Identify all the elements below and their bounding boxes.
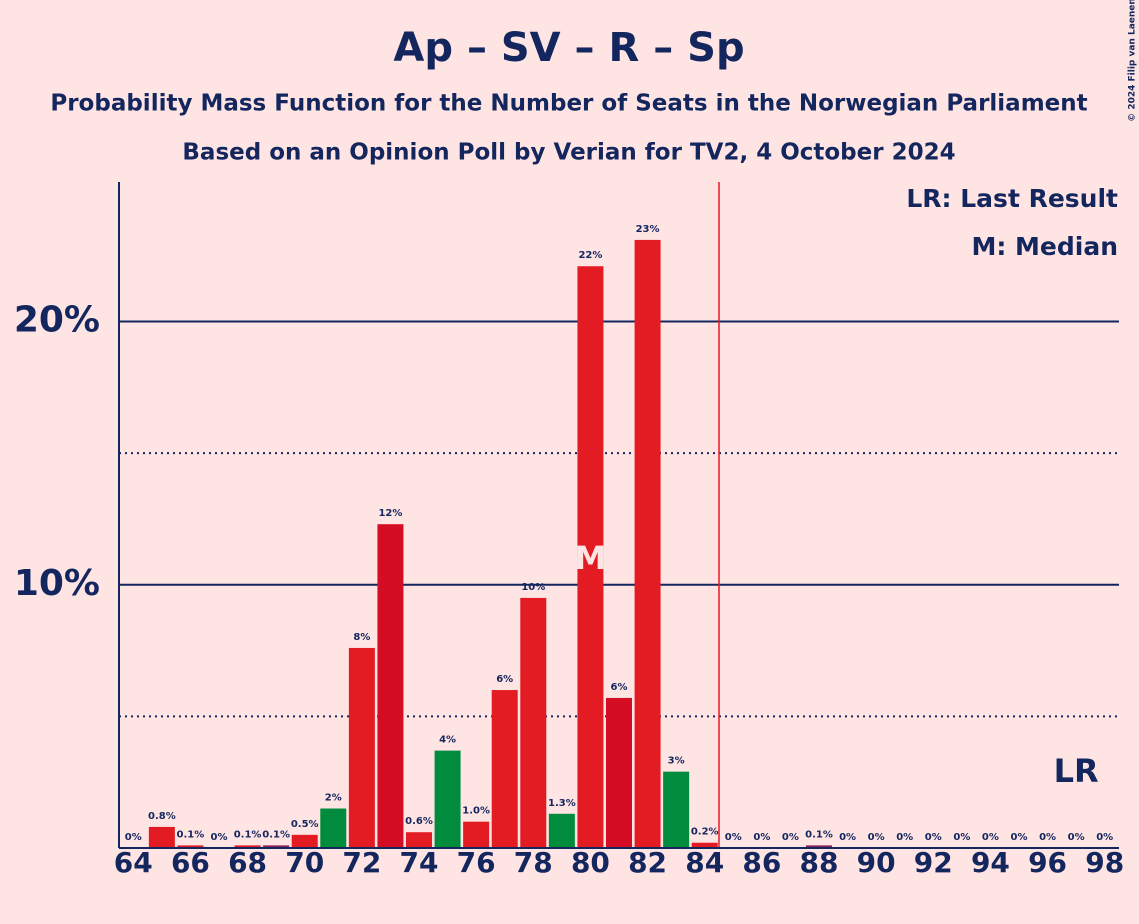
value-label: 0.5% — [291, 819, 319, 830]
bar — [663, 771, 690, 848]
value-label: 4% — [439, 735, 456, 746]
bar — [806, 845, 832, 848]
value-label: 8% — [353, 632, 370, 643]
x-tick-label: 64 — [114, 846, 153, 879]
x-tick-label: 98 — [1085, 846, 1124, 879]
value-label: 0% — [1039, 832, 1056, 843]
y-tick-label: 10% — [14, 563, 100, 604]
value-label: 0% — [1096, 832, 1113, 843]
bar — [634, 239, 661, 849]
bar — [263, 845, 290, 848]
bar — [434, 750, 461, 848]
value-label: 0.2% — [691, 827, 719, 838]
value-label: 0% — [982, 832, 999, 843]
bar — [177, 845, 204, 848]
value-label: 0% — [782, 832, 799, 843]
x-tick-label: 86 — [742, 846, 781, 879]
x-tick-label: 74 — [400, 846, 439, 879]
bar — [691, 842, 718, 848]
x-tick-label: 94 — [971, 846, 1010, 879]
bar — [148, 826, 175, 848]
value-label: 0% — [725, 832, 742, 843]
value-label: 6% — [496, 674, 513, 685]
value-label: 10% — [521, 582, 545, 593]
value-label: 0.6% — [405, 816, 433, 827]
value-label: 2% — [325, 793, 342, 804]
value-label: 0.1% — [177, 829, 205, 840]
value-label: 0% — [753, 832, 770, 843]
value-label: 1.0% — [462, 806, 490, 817]
bar — [577, 266, 604, 848]
x-tick-label: 78 — [514, 846, 553, 879]
credit: © 2024 Filip van Laenen — [1128, 0, 1138, 122]
value-label: 0% — [868, 832, 885, 843]
x-tick-label: 92 — [914, 846, 953, 879]
x-tick-label: 70 — [285, 846, 324, 879]
chart-subtitle: Based on an Opinion Poll by Verian for T… — [182, 140, 955, 166]
value-label: 0% — [1011, 832, 1028, 843]
x-tick-label: 80 — [571, 846, 610, 879]
value-label: 23% — [636, 224, 660, 235]
y-tick-label: 20% — [14, 300, 100, 341]
value-label: 0% — [1068, 832, 1085, 843]
chart-title: Ap – SV – R – Sp — [393, 25, 744, 71]
bar — [320, 808, 347, 848]
x-tick-label: 68 — [228, 846, 267, 879]
value-label: 0% — [211, 832, 228, 843]
x-tick-label: 82 — [628, 846, 667, 879]
x-tick-label: 96 — [1028, 846, 1067, 879]
value-label: 3% — [668, 756, 685, 767]
value-label: 0.1% — [262, 829, 290, 840]
value-label: 0.1% — [234, 829, 262, 840]
median-marker: M — [575, 539, 607, 577]
bar — [606, 697, 632, 848]
bar — [291, 834, 318, 848]
x-tick-label: 88 — [800, 846, 839, 879]
bar — [548, 813, 575, 848]
value-label: 1.3% — [548, 798, 576, 809]
x-tick-label: 66 — [171, 846, 210, 879]
value-label: 6% — [611, 682, 628, 693]
legend-entry: LR: Last Result — [906, 184, 1118, 213]
value-label: 0.1% — [805, 829, 833, 840]
bar — [234, 845, 261, 848]
value-label: 0% — [953, 832, 970, 843]
x-tick-label: 72 — [342, 846, 381, 879]
x-tick-label: 90 — [857, 846, 896, 879]
last-result-marker: LR — [1054, 752, 1099, 790]
x-tick-label: 84 — [685, 846, 724, 879]
legend-entry: M: Median — [971, 232, 1118, 261]
value-label: 22% — [578, 250, 602, 261]
value-label: 12% — [378, 508, 402, 519]
value-label: 0% — [125, 832, 142, 843]
x-tick-label: 76 — [457, 846, 496, 879]
bar — [348, 647, 375, 848]
bar — [377, 524, 404, 848]
bar — [520, 597, 547, 848]
value-label: 0% — [839, 832, 856, 843]
chart-subtitle: Probability Mass Function for the Number… — [50, 91, 1087, 117]
value-label: 0% — [925, 832, 942, 843]
bar — [463, 821, 490, 848]
value-label: 0% — [896, 832, 913, 843]
value-label: 0.8% — [148, 811, 176, 822]
bar — [406, 832, 432, 848]
bar — [491, 690, 518, 848]
